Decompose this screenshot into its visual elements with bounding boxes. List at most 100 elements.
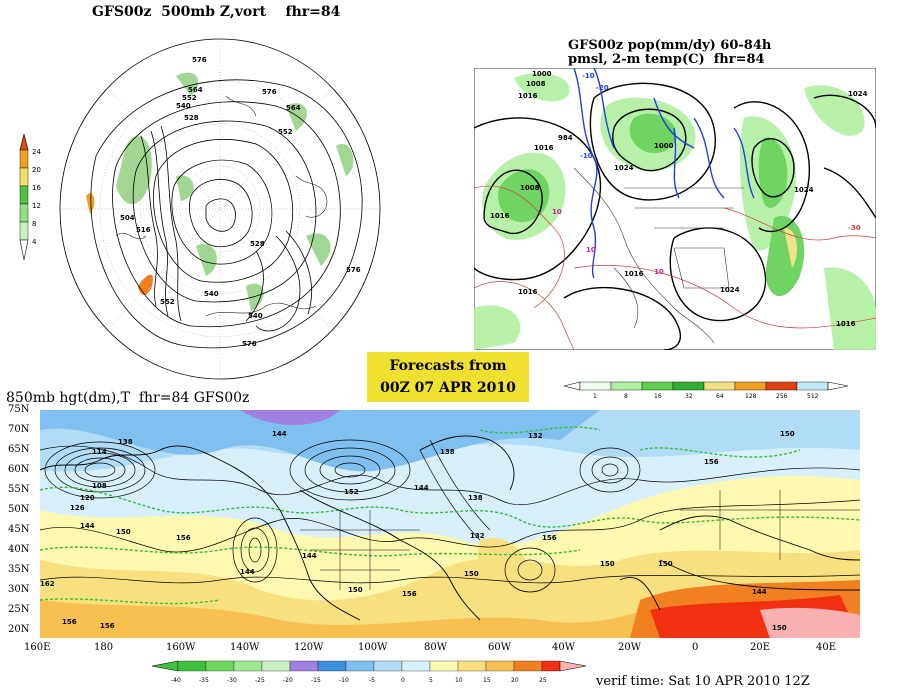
h850-label-11: 156 bbox=[100, 622, 115, 630]
pmsl-label-12: 1016 bbox=[518, 288, 538, 296]
h850-label-1: 138 bbox=[118, 438, 133, 446]
cb500-seg-0 bbox=[19, 149, 29, 169]
lat-label: 70N bbox=[8, 424, 30, 435]
h850-label-6: 144 bbox=[80, 522, 95, 530]
panel-precip-title-1: GFS00z pop(mm/dy) 60-84h bbox=[568, 38, 772, 53]
cb500-label-5: 4 bbox=[32, 238, 37, 246]
h500-label-1: 564 bbox=[188, 86, 203, 94]
h850-label-16: 132 bbox=[528, 432, 543, 440]
h850-label-9: 162 bbox=[40, 580, 55, 588]
lon-label: 160W bbox=[166, 642, 196, 653]
h850-label-4: 120 bbox=[80, 494, 95, 502]
t2m-label-1: -20 bbox=[596, 84, 609, 92]
cbt-label-12: 20 bbox=[511, 677, 519, 684]
h500-label-6: 504 bbox=[120, 214, 135, 222]
panel-precip-title-2: pmsl, 2-m temp(C) fhr=84 bbox=[568, 52, 765, 67]
h500-label-4: 528 bbox=[184, 114, 199, 122]
h850-label-24: 150 bbox=[348, 586, 363, 594]
cbp-seg-1 bbox=[610, 381, 643, 391]
cbt-label-9: 5 bbox=[429, 677, 433, 684]
t2m-label-5: 10 bbox=[654, 268, 664, 276]
lat-label: 45N bbox=[8, 524, 30, 535]
cbt-label-6: -10 bbox=[339, 677, 349, 684]
cb500-label-4: 8 bbox=[32, 220, 36, 228]
h850-label-10: 156 bbox=[62, 618, 77, 626]
pmsl-label-6: 1008 bbox=[520, 184, 540, 192]
h500-label-14: 540 bbox=[248, 312, 263, 320]
h850-label-22: 156 bbox=[402, 590, 417, 598]
cbt-label-8: 0 bbox=[401, 677, 405, 684]
lat-label: 65N bbox=[8, 444, 30, 455]
h500-label-9: 576 bbox=[262, 88, 277, 96]
lon-label: 20E bbox=[750, 642, 771, 653]
forecast-banner: Forecasts from 00Z 07 APR 2010 bbox=[367, 352, 529, 402]
h850-label-5: 126 bbox=[70, 504, 85, 512]
h500-label-5: 516 bbox=[136, 226, 151, 234]
h850-label-26: 156 bbox=[704, 458, 719, 466]
h850-label-29: 150 bbox=[772, 624, 787, 632]
pmsl-label-4: 984 bbox=[558, 134, 573, 142]
lat-label: 75N bbox=[8, 404, 30, 415]
pmsl-label-7: 1016 bbox=[534, 144, 554, 152]
lon-label: 40W bbox=[552, 642, 576, 653]
h850-label-13: 152 bbox=[344, 488, 359, 496]
lat-label: 30N bbox=[8, 584, 30, 595]
cbt-seg-2 bbox=[233, 660, 263, 672]
t2m-label-2: -10 bbox=[580, 152, 593, 160]
cbt-seg-13 bbox=[541, 660, 561, 672]
h850-label-3: 108 bbox=[92, 482, 107, 490]
h850-label-15: 138 bbox=[440, 448, 455, 456]
h850-label-18: 150 bbox=[600, 560, 615, 568]
cbp-label-4: 64 bbox=[716, 393, 724, 400]
cbp-seg-2 bbox=[641, 381, 674, 391]
h500-label-11: 528 bbox=[250, 240, 265, 248]
panel-500mb-title: GFS00z 500mb Z,vort fhr=84 bbox=[92, 4, 341, 20]
h500-label-3: 540 bbox=[176, 102, 191, 110]
h500-label-15: 576 bbox=[242, 340, 257, 348]
pmsl-label-9: 1016 bbox=[490, 212, 510, 220]
lat-label: 60N bbox=[8, 464, 30, 475]
cbt-label-2: -30 bbox=[227, 677, 237, 684]
pmsl-label-1: 1008 bbox=[526, 80, 546, 88]
cbp-seg-6 bbox=[765, 381, 798, 391]
verif-time: verif time: Sat 10 APR 2010 12Z bbox=[596, 674, 810, 689]
cbp-label-1: 8 bbox=[624, 393, 628, 400]
t2m-label-3: 10 bbox=[552, 208, 562, 216]
cbt-label-0: -40 bbox=[171, 677, 181, 684]
lon-label: 60W bbox=[488, 642, 512, 653]
h500-label-8: 564 bbox=[286, 104, 301, 112]
t2m-label-0: -10 bbox=[582, 72, 595, 80]
h850-label-23: 144 bbox=[302, 552, 317, 560]
panel-500mb-map: 576 564 552 540 528 516 504 552 564 576 … bbox=[59, 38, 381, 380]
pmsl-label-8: 1024 bbox=[794, 186, 814, 194]
cbp-seg-3 bbox=[672, 381, 705, 391]
pmsl-label-10: 1024 bbox=[848, 90, 868, 98]
cbp-seg-0 bbox=[579, 381, 612, 391]
cb500-seg-4 bbox=[19, 221, 29, 241]
cbp-label-3: 32 bbox=[685, 393, 693, 400]
cbp-label-7: 512 bbox=[807, 393, 819, 400]
h850-label-19: 138 bbox=[468, 494, 483, 502]
cb500-seg-2 bbox=[19, 185, 29, 205]
cb500-seg-3 bbox=[19, 203, 29, 223]
h500-label-0: 576 bbox=[192, 56, 207, 64]
h850-label-7: 150 bbox=[116, 528, 131, 536]
h850-label-12: 144 bbox=[240, 568, 255, 576]
cb500-label-2: 16 bbox=[32, 184, 41, 192]
lat-label: 40N bbox=[8, 544, 30, 555]
lon-label: 80W bbox=[424, 642, 448, 653]
pmsl-label-5: 1000 bbox=[654, 142, 674, 150]
panel-precip-map: 1000 1008 1016 1024 984 1000 1008 1016 1… bbox=[474, 68, 876, 350]
panel-850mb-title: 850mb hgt(dm),T fhr=84 GFS00z bbox=[6, 390, 250, 406]
lon-label: 40E bbox=[816, 642, 837, 653]
panel-850mb-map: 144 138 114 108 120 126 144 150 156 162 … bbox=[40, 410, 860, 638]
pmsl-label-2: 1016 bbox=[518, 92, 538, 100]
cbt-seg-5 bbox=[317, 660, 347, 672]
lat-label: 35N bbox=[8, 564, 30, 575]
lat-label: 50N bbox=[8, 504, 30, 515]
cbt-seg-4 bbox=[289, 660, 319, 672]
pmsl-label-14: 1016 bbox=[836, 320, 856, 328]
cb500-label-0: 24 bbox=[32, 148, 41, 156]
pmsl-label-3: 1024 bbox=[614, 164, 634, 172]
cb500-label-1: 20 bbox=[32, 166, 41, 174]
